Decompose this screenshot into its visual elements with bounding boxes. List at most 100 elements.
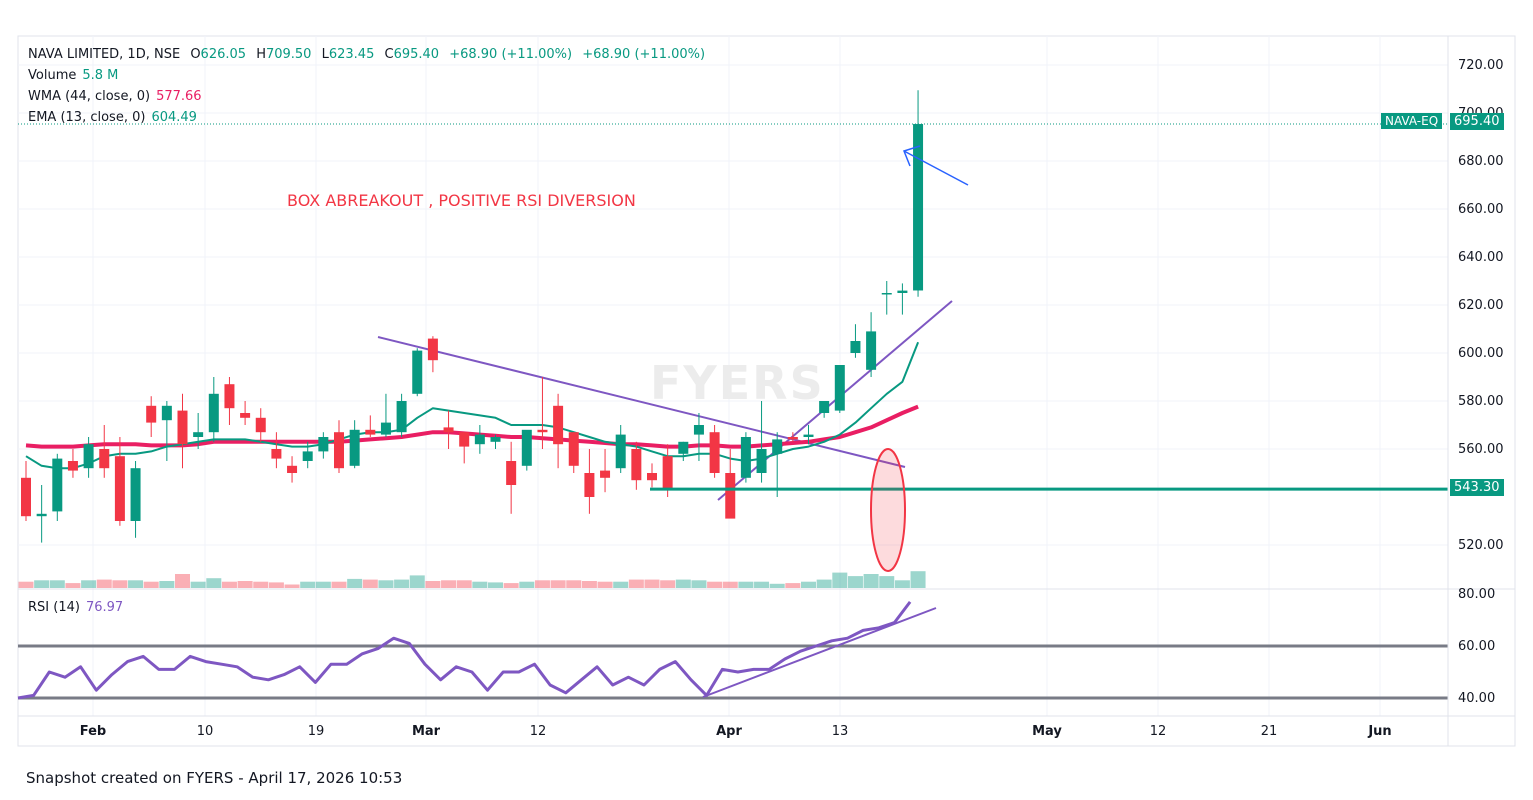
time-tick-label: 13 bbox=[832, 724, 849, 739]
volume-bar bbox=[894, 580, 910, 588]
support-price-tag: 543.30 bbox=[1450, 479, 1504, 496]
chart-legend: NAVA LIMITED, 1D, NSE O626.05 H709.50 L6… bbox=[28, 44, 705, 128]
price-tick-label: 600.00 bbox=[1458, 346, 1504, 361]
chart-frame bbox=[17, 35, 1516, 747]
rsi-trendline bbox=[702, 607, 937, 698]
rsi-pane[interactable] bbox=[17, 600, 1448, 700]
candle-body bbox=[302, 451, 313, 461]
grid bbox=[18, 36, 1448, 716]
volume-bar bbox=[456, 580, 472, 588]
candle-body bbox=[850, 341, 861, 353]
candle-body bbox=[396, 401, 407, 433]
volume-bar bbox=[362, 579, 378, 588]
time-tick-label: Jun bbox=[1367, 724, 1391, 739]
volume-bar bbox=[534, 580, 550, 588]
candle-body bbox=[521, 429, 532, 466]
candle-body bbox=[897, 290, 908, 293]
price-tick-label: 660.00 bbox=[1458, 202, 1504, 217]
candle-body bbox=[913, 124, 924, 291]
arrow-head bbox=[903, 145, 921, 167]
candle-body bbox=[83, 444, 94, 469]
volume-label: Volume bbox=[28, 68, 77, 83]
volume-bar bbox=[300, 581, 316, 588]
candle-body bbox=[537, 429, 548, 433]
open-label: O bbox=[190, 47, 201, 62]
candle-body bbox=[506, 461, 517, 485]
candle-body bbox=[693, 425, 704, 435]
rsi-tick-label: 40.00 bbox=[1458, 691, 1495, 706]
candle-body bbox=[787, 437, 798, 440]
volume-bar bbox=[315, 581, 331, 588]
time-tick-label: Mar bbox=[412, 724, 441, 739]
low-value: 623.45 bbox=[328, 47, 375, 62]
volume-bar bbox=[128, 580, 144, 588]
candle-body bbox=[427, 338, 438, 361]
candle-body bbox=[709, 432, 720, 473]
price-tick-label: 520.00 bbox=[1458, 538, 1504, 553]
snapshot-footer: Snapshot created on FYERS - April 17, 20… bbox=[26, 769, 403, 787]
axes: 720.00700.00680.00660.00640.00620.00600.… bbox=[18, 36, 1515, 746]
volume-bar bbox=[785, 583, 801, 588]
volume-bar bbox=[81, 580, 97, 588]
volume-bar bbox=[847, 576, 863, 588]
time-tick-label: 12 bbox=[1150, 724, 1167, 739]
volume-bar bbox=[221, 581, 237, 588]
volume-bar bbox=[879, 576, 895, 588]
ema-label: EMA (13, close, 0) bbox=[28, 110, 146, 125]
volume-bar bbox=[96, 579, 112, 588]
candle-body bbox=[568, 432, 579, 466]
candle-body bbox=[662, 456, 673, 490]
overlay-drawings bbox=[18, 123, 1448, 572]
candle-body bbox=[114, 456, 125, 521]
candle-body bbox=[584, 473, 595, 497]
candle-body bbox=[553, 405, 564, 445]
moving-averages bbox=[25, 341, 920, 470]
candle-body bbox=[271, 449, 282, 459]
wma-row[interactable]: WMA (44, close, 0) 577.66 bbox=[28, 86, 705, 107]
annotation-text[interactable]: BOX ABREAKOUT , POSITIVE RSI DIVERSION bbox=[287, 191, 636, 210]
last-price-tag: 695.40 bbox=[1450, 113, 1504, 130]
volume-bar bbox=[347, 578, 363, 588]
volume-bar bbox=[675, 579, 691, 588]
candle-body bbox=[740, 437, 751, 478]
candle-body bbox=[161, 405, 172, 421]
close-label: C bbox=[384, 47, 394, 62]
candle-body bbox=[834, 365, 845, 411]
candle-body bbox=[365, 429, 376, 435]
volume-bar bbox=[832, 572, 848, 588]
volume-bar bbox=[441, 580, 457, 588]
high-value: 709.50 bbox=[265, 47, 312, 62]
candle-body bbox=[380, 422, 391, 435]
volume-bar bbox=[175, 574, 190, 588]
candle-body bbox=[240, 413, 251, 418]
ema-row[interactable]: EMA (13, close, 0) 604.49 bbox=[28, 107, 705, 128]
volume-bar bbox=[472, 581, 488, 588]
volume-bar bbox=[722, 581, 738, 588]
time-tick-label: 10 bbox=[197, 724, 214, 739]
volume-bar bbox=[769, 583, 785, 588]
candle-body bbox=[631, 449, 642, 481]
candle-body bbox=[412, 350, 423, 394]
candle-body bbox=[772, 439, 783, 454]
candle-body bbox=[474, 434, 485, 445]
rsi-legend[interactable]: RSI (14) 76.97 bbox=[28, 600, 123, 615]
candle-body bbox=[318, 437, 329, 452]
volume-bar bbox=[190, 581, 206, 588]
volume-bar bbox=[49, 580, 65, 588]
candle-body bbox=[881, 293, 892, 295]
volume-bar bbox=[816, 579, 832, 588]
volume-bar bbox=[425, 581, 441, 588]
symbol-label[interactable]: NAVA LIMITED, 1D, NSE bbox=[28, 47, 181, 62]
volume-bar bbox=[206, 578, 222, 588]
candle-body bbox=[725, 473, 736, 519]
candle-body bbox=[130, 468, 141, 521]
volume-bar bbox=[660, 580, 676, 588]
volume-bar bbox=[613, 581, 629, 588]
volume-bar bbox=[18, 581, 34, 588]
volume-bar bbox=[409, 575, 425, 588]
volume-row[interactable]: Volume 5.8 M bbox=[28, 65, 705, 86]
candles[interactable] bbox=[21, 90, 924, 543]
time-tick-label: Apr bbox=[716, 724, 742, 739]
ohlc-row: NAVA LIMITED, 1D, NSE O626.05 H709.50 L6… bbox=[28, 44, 705, 65]
